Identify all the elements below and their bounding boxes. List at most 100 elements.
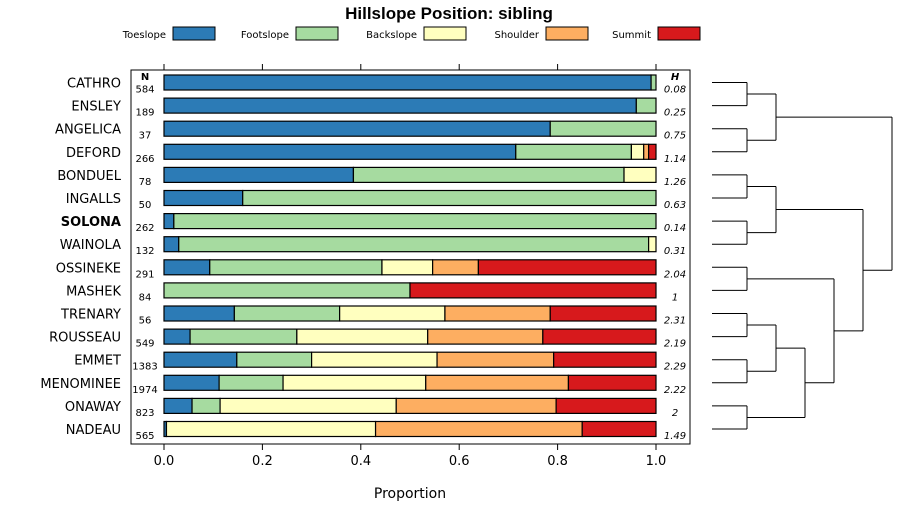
legend-swatch-toeslope — [172, 26, 216, 41]
row-bonduel: BONDUEL 78 1.26 — [57, 166, 686, 188]
bar-segment-footslope — [549, 120, 657, 137]
row-rousseau: ROUSSEAU 549 2.19 — [49, 328, 686, 350]
bar-segment-footslope — [189, 328, 298, 345]
row-label: NADEAU — [66, 423, 121, 438]
row-label: WAINOLA — [60, 238, 121, 253]
x-tick-label-4: 0.8 — [547, 454, 568, 469]
bar-segment-shoulder — [395, 397, 557, 414]
row-label: ONAWAY — [65, 400, 121, 415]
bar-segment-shoulder — [425, 374, 570, 391]
bar-segment-shoulder — [436, 351, 555, 368]
row-n-value: 565 — [135, 431, 154, 442]
row-n-value: 549 — [135, 339, 154, 350]
row-h-value: 0.31 — [664, 246, 686, 257]
bar-segment-summit — [648, 143, 657, 160]
chart-title: Hillslope Position: sibling — [345, 4, 553, 23]
legend-swatch-backslope — [423, 26, 467, 41]
row-label: INGALLS — [66, 192, 121, 207]
bar-segment-footslope — [209, 259, 383, 276]
legend-label-backslope: Backslope — [366, 30, 417, 41]
x-axis: 0.0 0.2 0.4 0.6 0.8 1.0 — [154, 444, 666, 469]
row-onaway: ONAWAY 823 2 — [65, 397, 678, 419]
row-h-value: 1.14 — [664, 154, 686, 165]
bar-segment-footslope — [650, 74, 657, 91]
bar-segment-summit — [567, 374, 657, 391]
x-tick-label-3: 0.6 — [449, 454, 470, 469]
dendrogram — [712, 82, 893, 430]
legend-label-footslope: Footslope — [241, 30, 289, 41]
bar-segment-toeslope — [163, 351, 238, 368]
row-wainola: WAINOLA 132 0.31 — [60, 236, 686, 257]
bar-segment-toeslope — [163, 74, 652, 91]
row-h-value: 0.25 — [664, 108, 686, 119]
bar-segment-toeslope — [163, 328, 191, 345]
bar-segment-toeslope — [163, 97, 637, 114]
bar-segment-summit — [549, 305, 657, 322]
row-h-value: 2.22 — [664, 385, 686, 396]
row-h-value: 2 — [672, 408, 678, 419]
row-label: ANGELICA — [55, 123, 121, 138]
row-n-value: 132 — [135, 246, 154, 257]
plot-frame — [130, 69, 691, 445]
bar-segment-footslope — [191, 397, 221, 414]
row-n-value: 84 — [139, 292, 152, 303]
bar-segment-summit — [477, 259, 657, 276]
row-ingalls: INGALLS 50 0.63 — [66, 189, 686, 211]
row-n-value: 291 — [135, 269, 154, 280]
bar-segment-toeslope — [163, 374, 220, 391]
n-column-header: N — [141, 72, 149, 83]
row-h-value: 0.63 — [664, 200, 686, 211]
row-label: SOLONA — [61, 215, 121, 230]
bar-segment-toeslope — [163, 189, 244, 207]
row-h-value: 1.26 — [664, 177, 686, 188]
row-label: ROUSSEAU — [49, 331, 121, 346]
row-n-value: 1383 — [132, 362, 157, 373]
bar-segment-backslope — [282, 374, 427, 391]
row-n-value: 189 — [135, 108, 154, 119]
bar-segment-footslope — [352, 166, 625, 183]
row-label: MASHEK — [66, 284, 121, 299]
bar-segment-shoulder — [643, 143, 650, 160]
row-label: ENSLEY — [71, 100, 121, 115]
row-emmet: EMMET 1383 2.29 — [74, 351, 686, 373]
bar-segment-summit — [542, 328, 657, 345]
row-n-value: 823 — [135, 408, 154, 419]
x-axis-title: Proportion — [374, 486, 446, 502]
legend-label-shoulder: Shoulder — [494, 30, 539, 41]
x-tick-label-1: 0.2 — [252, 454, 273, 469]
bar-segment-shoulder — [374, 420, 583, 438]
row-n-value: 56 — [139, 316, 152, 327]
row-trenary: TRENARY 56 2.31 — [60, 305, 686, 327]
bar-segment-footslope — [635, 97, 657, 114]
bar-segment-footslope — [178, 236, 650, 253]
bar-segment-backslope — [648, 236, 657, 253]
bar-segment-toeslope — [163, 213, 175, 230]
row-deford: DEFORD 266 1.14 — [66, 143, 686, 165]
row-n-value: 78 — [139, 177, 152, 188]
bar-segment-footslope — [233, 305, 341, 322]
row-h-value: 1 — [672, 292, 678, 303]
bar-segment-toeslope — [163, 259, 211, 276]
legend-label-toeslope: Toeslope — [122, 30, 166, 41]
bar-segment-backslope — [311, 351, 438, 368]
legend-label-summit: Summit — [612, 30, 651, 41]
bar-segment-backslope — [381, 259, 434, 276]
bar-segment-backslope — [296, 328, 429, 345]
legend-swatch-summit — [657, 26, 701, 41]
x-tick-label-2: 0.4 — [350, 454, 371, 469]
bar-segment-toeslope — [163, 166, 355, 183]
row-menominee: MENOMINEE 1974 2.22 — [40, 374, 686, 396]
bar-segment-footslope — [218, 374, 284, 391]
row-h-value: 0.08 — [664, 85, 686, 96]
row-ossineke: OSSINEKE 291 2.04 — [56, 259, 686, 280]
bar-segment-footslope — [163, 282, 411, 299]
row-h-value: 2.19 — [664, 339, 686, 350]
bar-segment-summit — [553, 351, 657, 368]
row-cathro: CATHRO 584 0.08 — [67, 74, 686, 96]
bar-segment-backslope — [630, 143, 645, 160]
row-h-value: 0.14 — [664, 223, 686, 234]
row-n-value: 262 — [135, 223, 154, 234]
row-h-value: 2.29 — [664, 362, 686, 373]
bar-segment-summit — [581, 420, 657, 438]
row-label: OSSINEKE — [56, 261, 121, 276]
